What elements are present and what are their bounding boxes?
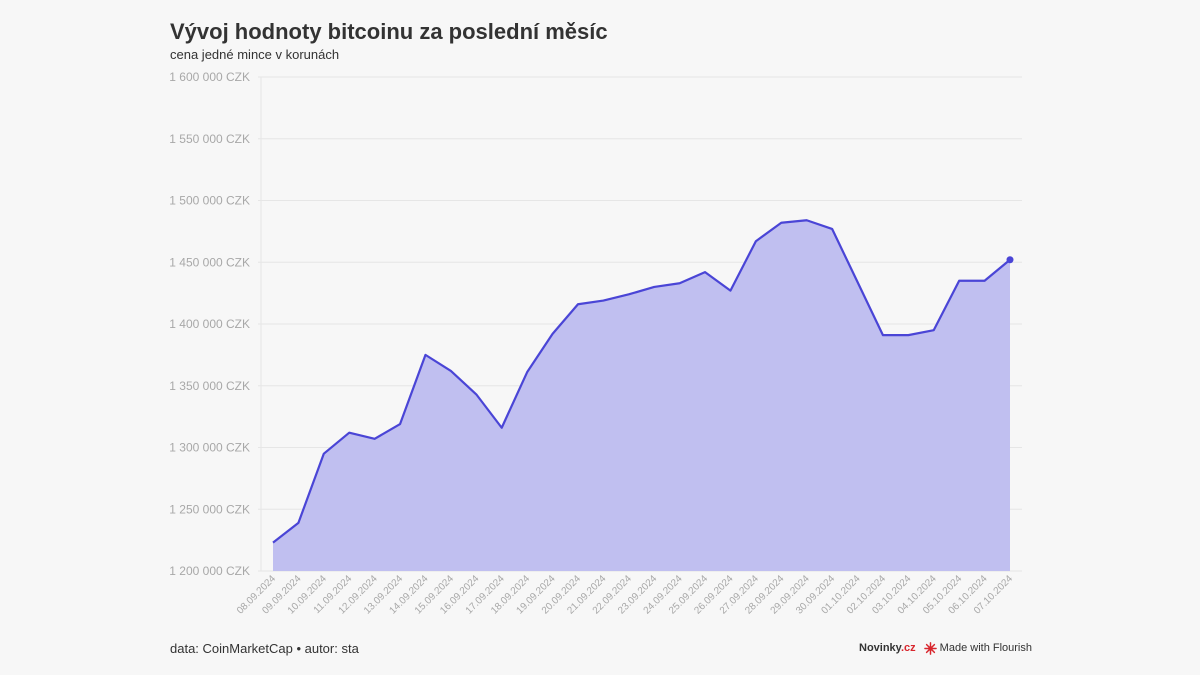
y-tick-label: 1 350 000 CZK: [169, 379, 250, 393]
data-point[interactable]: [727, 288, 733, 294]
data-point[interactable]: [448, 368, 454, 374]
data-point[interactable]: [677, 280, 683, 286]
data-point[interactable]: [702, 269, 708, 275]
y-tick-label: 1 450 000 CZK: [169, 255, 250, 269]
data-point[interactable]: [295, 520, 301, 526]
data-point[interactable]: [931, 327, 937, 333]
data-point[interactable]: [422, 352, 428, 358]
data-point[interactable]: [956, 278, 962, 284]
chart-footer: data: CoinMarketCap • autor: sta Novinky…: [170, 638, 1032, 658]
source-credit: data: CoinMarketCap • autor: sta: [170, 640, 359, 656]
data-point[interactable]: [270, 540, 276, 546]
data-point[interactable]: [855, 279, 861, 285]
last-data-point[interactable]: [1006, 256, 1014, 264]
data-point[interactable]: [600, 298, 606, 304]
chart-header: Vývoj hodnoty bitcoinu za poslední měsíc…: [170, 18, 1070, 63]
y-axis-ticks: 1 200 000 CZK 1 250 000 CZK 1 300 000 CZK 1…: [169, 70, 250, 578]
data-points: [270, 217, 1014, 546]
data-point[interactable]: [524, 369, 530, 375]
chart-subtitle: cena jedné mince v korunách: [170, 47, 340, 62]
data-point[interactable]: [626, 291, 632, 297]
data-point[interactable]: [397, 421, 403, 427]
y-tick-label: 1 300 000 CZK: [169, 441, 250, 455]
x-axis-ticks: 08.09.202409.09.202410.09.202411.09.2024…: [235, 573, 1015, 616]
data-point[interactable]: [905, 332, 911, 338]
data-point[interactable]: [372, 436, 378, 442]
data-point[interactable]: [753, 238, 759, 244]
data-point[interactable]: [550, 331, 556, 337]
data-point[interactable]: [778, 220, 784, 226]
y-tick-label: 1 550 000 CZK: [169, 132, 250, 146]
data-point[interactable]: [499, 425, 505, 431]
y-tick-label: 1 200 000 CZK: [169, 564, 250, 578]
price-line: [272, 219, 1011, 544]
y-tick-label: 1 500 000 CZK: [169, 194, 250, 208]
data-point[interactable]: [575, 301, 581, 307]
data-point[interactable]: [651, 284, 657, 290]
price-area: [273, 220, 1010, 571]
flourish-icon: [923, 641, 937, 655]
flourish-credit[interactable]: Made with Flourish: [923, 641, 1032, 655]
data-point[interactable]: [346, 430, 352, 436]
data-point[interactable]: [473, 391, 479, 397]
chart-title: Vývoj hodnoty bitcoinu za poslední měsíc: [170, 19, 608, 44]
footer-branding: Novinky.cz Made with Flourish: [859, 641, 1032, 655]
data-point[interactable]: [829, 226, 835, 232]
data-point[interactable]: [880, 332, 886, 338]
data-point[interactable]: [804, 217, 810, 223]
y-tick-label: 1 400 000 CZK: [169, 317, 250, 331]
y-tick-label: 1 250 000 CZK: [169, 502, 250, 516]
y-tick-label: 1 600 000 CZK: [169, 70, 250, 84]
novinky-logo[interactable]: Novinky.cz: [859, 642, 916, 654]
data-point[interactable]: [982, 278, 988, 284]
data-point[interactable]: [321, 451, 327, 457]
